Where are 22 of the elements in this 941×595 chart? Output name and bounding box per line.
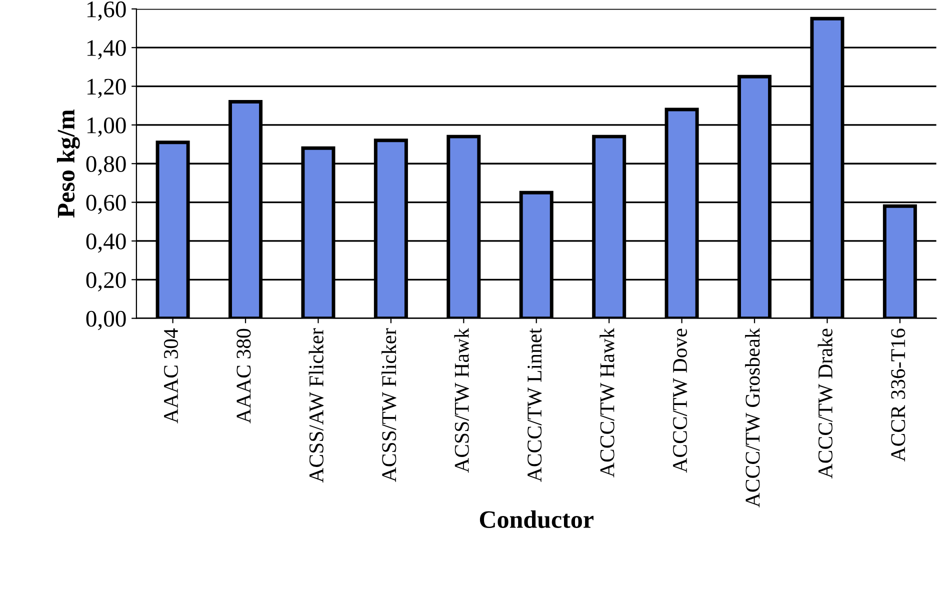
x-tick-label: ACCC/TW Dove xyxy=(673,328,688,473)
y-tick-label: 1,40 xyxy=(87,40,126,60)
x-axis-title: Conductor xyxy=(480,510,594,528)
y-tick-label: 0,40 xyxy=(86,233,126,253)
x-tick-label: AAAC 380 xyxy=(236,328,251,424)
x-tick-label: AAAC 304 xyxy=(164,328,178,424)
x-tick-label: ACCC/TW Hawk xyxy=(600,328,614,478)
y-tick-label: 1,60 xyxy=(87,1,126,21)
x-tick-label: ACSS/AW Flicker xyxy=(308,328,324,483)
x-tick-label: ACSS/TW Flicker xyxy=(381,328,396,482)
x-tick-label: ACCC/TW Linnet xyxy=(528,328,542,482)
x-tick-label: ACCC/TW Drake xyxy=(818,328,833,478)
y-tick-label: 0,60 xyxy=(86,194,126,214)
x-tick-label: ACCR 336-T16 xyxy=(891,328,906,462)
y-tick-label: 0,00 xyxy=(86,310,126,330)
x-tick-label: ACCC/TW Grosbeak xyxy=(745,328,760,508)
y-tick-label: 0,20 xyxy=(86,272,126,292)
y-tick-label: 1,00 xyxy=(87,117,126,137)
y-tick-label: 1,20 xyxy=(87,78,126,98)
x-tick-label: ACSS/TW Hawk xyxy=(454,328,469,473)
y-axis-title: Peso kg/m xyxy=(56,110,80,218)
y-tick-label: 0,80 xyxy=(86,156,126,176)
